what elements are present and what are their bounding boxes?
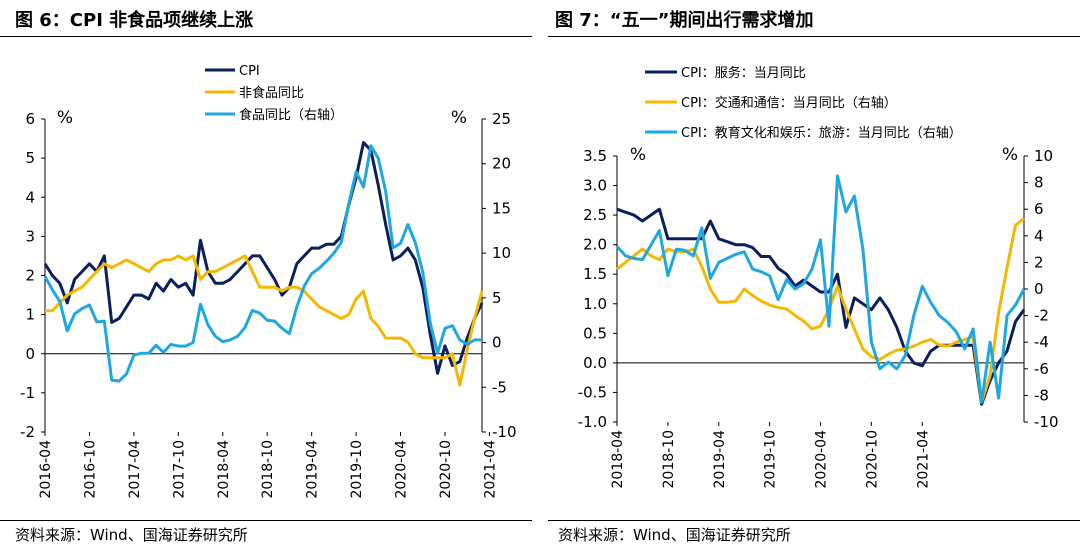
left-tick-label: 2.0 <box>583 236 607 254</box>
x-tick-label: 2018-04 <box>610 430 626 489</box>
left-tick-label: 6 <box>25 110 35 128</box>
series-line-2 <box>45 254 484 387</box>
legend-label: CPI：教育文化和娱乐：旅游：当月同比（右轴） <box>681 125 962 141</box>
figure-7-source-rule <box>548 520 1080 521</box>
left-tick-label: -1 <box>20 384 35 402</box>
right-tick-label: 10 <box>492 244 511 262</box>
left-tick-label: 3.5 <box>583 147 607 165</box>
left-axis-unit: % <box>630 145 646 165</box>
right-tick-label: 4 <box>1034 227 1044 245</box>
right-tick-label: -10 <box>1034 413 1059 431</box>
x-tick-label: 2017-10 <box>171 440 187 499</box>
right-tick-label: -10 <box>492 423 517 441</box>
left-tick-label: 3.0 <box>583 177 607 195</box>
x-tick-label: 2019-04 <box>712 430 728 489</box>
left-tick-label: 1.5 <box>583 265 607 283</box>
series-line-3 <box>43 144 482 383</box>
x-tick-label: 2020-10 <box>438 440 454 499</box>
series-line-1 <box>616 207 1026 406</box>
series-line-3 <box>615 174 1026 404</box>
x-tick-label: 2021-04 <box>915 430 931 489</box>
left-tick-label: -1.0 <box>578 413 607 431</box>
x-tick-label: 2018-10 <box>260 440 276 499</box>
x-tick-label: 2020-10 <box>864 430 880 489</box>
legend-label: CPI：交通和通信：当月同比（右轴） <box>681 95 897 111</box>
right-tick-label: -2 <box>1034 307 1049 325</box>
left-tick-label: 1.0 <box>583 295 607 313</box>
right-tick-label: -5 <box>492 378 507 396</box>
right-tick-label: 10 <box>1034 147 1053 165</box>
left-tick-label: -2 <box>20 423 35 441</box>
right-axis-unit: % <box>451 108 467 128</box>
x-tick-label: 2016-04 <box>38 440 54 499</box>
x-tick-label: 2017-04 <box>127 440 143 499</box>
right-tick-label: 6 <box>1034 200 1044 218</box>
right-tick-label: 0 <box>1034 280 1044 298</box>
left-tick-label: 2.5 <box>583 206 607 224</box>
right-tick-label: 25 <box>492 110 511 128</box>
x-tick-label: 2020-04 <box>394 440 410 499</box>
right-tick-label: -4 <box>1034 333 1049 351</box>
right-tick-label: 8 <box>1034 174 1044 192</box>
chart-7: -1.0 -0.5 0.0 0.5 1.0 1.5 2.0 2.5 3.0 3.5 -10 -8 -6 -… <box>578 65 1059 489</box>
right-tick-label: 0 <box>492 334 502 352</box>
right-tick-label: 2 <box>1034 253 1044 271</box>
right-tick-label: -6 <box>1034 360 1049 378</box>
figure-6-source-rule <box>0 520 532 521</box>
figure-6-title-rule <box>0 36 532 37</box>
left-tick-label: 1 <box>25 306 35 324</box>
left-axis-unit: % <box>57 108 73 128</box>
x-tick-label: 2019-10 <box>349 440 365 499</box>
figure-7-source: 资料来源：Wind、国海证券研究所 <box>558 526 791 544</box>
left-tick-label: 0.5 <box>583 324 607 342</box>
figure-7-title: 图 7：“五一”期间出行需求增加 <box>555 10 814 31</box>
x-tick-label: 2021-04 <box>482 440 498 499</box>
right-axis-unit: % <box>1002 145 1018 165</box>
left-tick-label: 0.0 <box>583 354 607 372</box>
figure-6-source: 资料来源：Wind、国海证券研究所 <box>15 526 248 544</box>
right-tick-label: -8 <box>1034 386 1049 404</box>
legend-label: 食品同比（右轴） <box>239 107 343 123</box>
right-tick-label: 5 <box>492 289 502 307</box>
legend-label: CPI：服务：当月同比 <box>681 65 806 81</box>
left-tick-label: 0 <box>25 345 35 363</box>
left-tick-label: 3 <box>25 227 35 245</box>
legend-label: 非食品同比 <box>239 85 304 101</box>
x-tick-label: 2020-04 <box>814 430 830 489</box>
series-line-1 <box>43 141 484 375</box>
right-tick-label: 15 <box>492 199 511 217</box>
figure-7-title-rule <box>548 36 1080 37</box>
x-tick-label: 2019-10 <box>763 430 779 489</box>
x-tick-label: 2018-04 <box>216 440 232 499</box>
legend-label: CPI <box>239 64 260 79</box>
figure-6-title: 图 6：CPI 非食品项继续上涨 <box>15 10 254 31</box>
left-tick-label: 5 <box>25 149 35 167</box>
left-tick-label: 4 <box>25 188 35 206</box>
x-tick-label: 2018-10 <box>661 430 677 489</box>
right-tick-label: 20 <box>492 155 511 173</box>
left-tick-label: 2 <box>25 267 35 285</box>
x-tick-label: 2016-10 <box>82 440 98 499</box>
x-tick-label: 2019-04 <box>305 440 321 499</box>
left-tick-label: -0.5 <box>578 383 607 401</box>
